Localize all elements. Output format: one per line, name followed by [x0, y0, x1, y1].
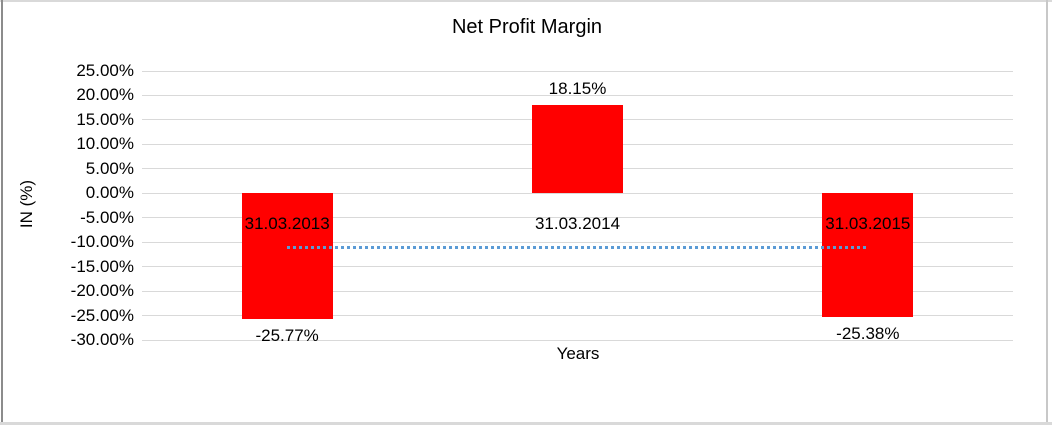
- data-label: -25.77%: [255, 326, 319, 346]
- y-axis-tick-label: 15.00%: [76, 109, 134, 129]
- y-axis-tick-label: -20.00%: [70, 281, 134, 301]
- category-label: 31.03.2013: [244, 214, 330, 234]
- y-axis-tick-label: 5.00%: [85, 158, 134, 178]
- category-label: 31.03.2015: [825, 214, 911, 234]
- gridline: [142, 70, 1013, 72]
- y-axis-tick-label: -10.00%: [70, 232, 134, 252]
- y-axis-tick-label: -25.00%: [70, 305, 134, 325]
- category-label: 31.03.2014: [534, 214, 621, 234]
- trendline-dotted[interactable]: [287, 245, 868, 249]
- x-axis-title: Years: [556, 344, 600, 363]
- gridline: [142, 315, 1013, 317]
- gridline: [142, 241, 1013, 243]
- y-axis-tick-label: 25.00%: [76, 61, 134, 80]
- gridline: [142, 217, 1013, 219]
- y-axis-tick-label: -30.00%: [70, 330, 134, 349]
- y-axis-tick-label: 10.00%: [76, 134, 134, 154]
- frame-border-bottom: [0, 422, 1052, 425]
- frame-border-left: [1, 0, 3, 423]
- y-axis-tick-label: 20.00%: [76, 85, 134, 105]
- frame-border-top: [0, 0, 1052, 2]
- chart-title: Net Profit Margin: [451, 16, 603, 38]
- gridline: [142, 339, 1013, 341]
- y-axis-tick-label: -15.00%: [70, 256, 134, 276]
- gridline: [142, 192, 1013, 194]
- data-label: 18.15%: [548, 78, 607, 98]
- gridline: [142, 94, 1013, 96]
- bar-31.03.2015[interactable]: [822, 193, 914, 318]
- y-axis-tick-label: -5.00%: [80, 207, 134, 227]
- gridline: [142, 266, 1013, 268]
- bar-31.03.2014[interactable]: [532, 104, 623, 194]
- data-label: -25.38%: [836, 324, 900, 344]
- y-axis-tick-label: 0.00%: [85, 183, 134, 203]
- gridline: [142, 290, 1013, 292]
- bar-31.03.2013[interactable]: [241, 193, 333, 320]
- frame-border-right: [1046, 0, 1048, 423]
